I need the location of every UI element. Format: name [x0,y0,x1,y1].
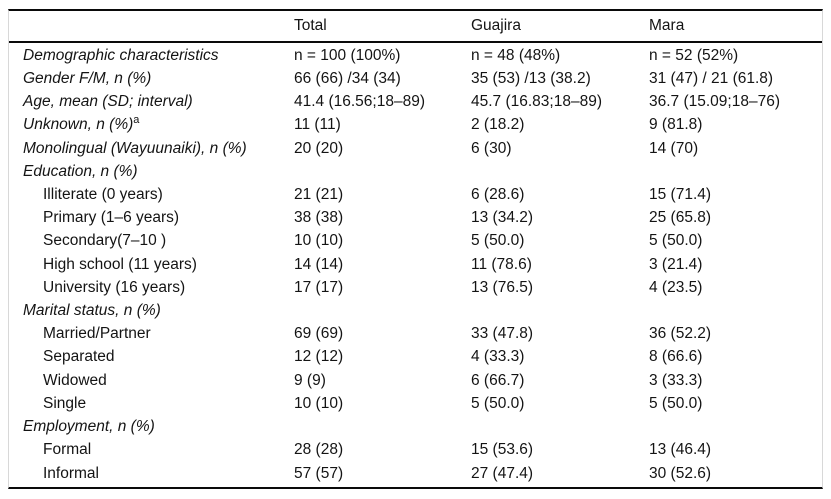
cell-value: 11 (78.6) [471,255,532,273]
cell-value: 5 (50.0) [471,232,525,250]
cell-value: 31 (47) / 21 (61.8) [649,70,774,88]
row-label: University (16 years) [43,278,186,296]
row-label: Gender F/M, n (%) [23,70,152,88]
row-label: Secondary(7–10 ) [43,232,167,250]
table-row: Primary (1–6 years) 38 (38) 13 (34.2) 25 (6… [9,206,822,229]
cell-value: 12 (12) [294,348,344,366]
cell-value: 6 (30) [471,139,512,157]
row-label: Widowed [43,371,107,389]
cell-value: 25 (65.8) [649,209,712,227]
row-label: Monolingual (Wayuunaiki), n (%) [23,139,247,157]
table-header-row: Total Guajira Mara [9,11,822,43]
row-label: Illiterate (0 years) [43,186,163,204]
table-row: Illiterate (0 years) 21 (21) 6 (28.6) 15 (7… [9,183,822,206]
row-label: Primary (1–6 years) [43,209,180,227]
cell-value: 4 (33.3) [471,348,525,366]
table-row: Demographic characteristics n = 100 (100%… [9,44,822,67]
cell-value: 36 (52.2) [649,325,712,343]
cell-value: n = 52 (52%) [649,46,739,64]
row-label: Separated [43,348,115,366]
cell-value: 17 (17) [294,278,344,296]
cell-value: 5 (50.0) [649,232,703,250]
cell-value: 45.7 (16.83;18–89) [471,93,602,111]
cell-value: 69 (69) [294,325,344,343]
table-row: University (16 years) 17 (17) 13 (76.5) 4 (… [9,276,822,299]
cell-value: 28 (28) [294,441,344,459]
column-header-guajira: Guajira [471,17,521,35]
cell-value: 41.4 (16.56;18–89) [294,93,425,111]
cell-value: 6 (28.6) [471,186,525,204]
cell-value: 9 (81.8) [649,116,703,134]
cell-value: 11 (11) [294,116,341,134]
row-label: Education, n (%) [23,162,138,180]
cell-value: 27 (47.4) [471,464,534,482]
cell-value: 2 (18.2) [471,116,525,134]
cell-value: 3 (21.4) [649,255,703,273]
table-row: Age, mean (SD; interval) 41.4 (16.56;18–8… [9,90,822,113]
table-row: Married/Partner 69 (69) 33 (47.8) 36 (52.2) [9,322,822,345]
cell-value: 6 (66.7) [471,371,525,389]
column-header-mara: Mara [649,17,685,35]
cell-value: 8 (66.6) [649,348,703,366]
cell-value: n = 100 (100%) [294,46,401,64]
row-label: High school (11 years) [43,255,197,273]
table-row: Separated 12 (12) 4 (33.3) 8 (66.6) [9,346,822,369]
row-label: Single [43,394,87,412]
table-row: Gender F/M, n (%) 66 (66) /34 (34) 35 (53)… [9,67,822,90]
row-label: Demographic characteristics [23,46,219,64]
cell-value: 9 (9) [294,371,326,389]
cell-value: 4 (23.5) [649,278,703,296]
table-row: Monolingual (Wayuunaiki), n (%) 20 (20) 6 … [9,137,822,160]
row-label: Informal [43,464,99,482]
table-row: Widowed 9 (9) 6 (66.7) 3 (33.3) [9,369,822,392]
table-row: Single 10 (10) 5 (50.0) 5 (50.0) [9,392,822,415]
cell-value: 14 (70) [649,139,699,157]
cell-value: 10 (10) [294,232,344,250]
cell-value: 38 (38) [294,209,344,227]
cell-value: 5 (50.0) [471,394,525,412]
cell-value: 21 (21) [294,186,344,204]
table-body: Demographic characteristics n = 100 (100%… [9,43,822,487]
cell-value: 35 (53) /13 (38.2) [471,70,591,88]
row-label: Employment, n (%) [23,418,155,436]
cell-value: 13 (76.5) [471,278,534,296]
cell-value: 33 (47.8) [471,325,534,343]
column-header-total: Total [294,17,327,35]
demographics-table: Total Guajira Mara Demographic character… [8,9,823,489]
row-label: Age, mean (SD; interval) [23,93,193,111]
cell-value: 36.7 (15.09;18–76) [649,93,780,111]
table-row: Formal 28 (28) 15 (53.6) 13 (46.4) [9,438,822,461]
table-row: Marital status, n (%) [9,299,822,322]
cell-value: 15 (53.6) [471,441,534,459]
table-row: Education, n (%) [9,160,822,183]
row-label: Marital status, n (%) [23,302,161,320]
row-label: Unknown, n (%)a [23,114,140,134]
table-row: Employment, n (%) [9,415,822,438]
row-label: Married/Partner [43,325,151,343]
cell-value: 15 (71.4) [649,186,712,204]
row-label: Formal [43,441,92,459]
table-row: High school (11 years) 14 (14) 11 (78.6) 3 … [9,253,822,276]
cell-value: n = 48 (48%) [471,46,561,64]
cell-value: 20 (20) [294,139,344,157]
cell-value: 30 (52.6) [649,464,712,482]
cell-value: 5 (50.0) [649,394,703,412]
cell-value: 13 (46.4) [649,441,712,459]
cell-value: 3 (33.3) [649,371,703,389]
cell-value: 66 (66) /34 (34) [294,70,401,88]
table-row: Informal 57 (57) 27 (47.4) 30 (52.6) [9,462,822,485]
table-row: Secondary(7–10 ) 10 (10) 5 (50.0) 5 (50.0) [9,230,822,253]
cell-value: 10 (10) [294,394,344,412]
table-row: Unknown, n (%)a 11 (11) 2 (18.2) 9 (81.8) [9,114,822,137]
footnote-marker: a [133,114,140,127]
cell-value: 57 (57) [294,464,344,482]
cell-value: 14 (14) [294,255,344,273]
cell-value: 13 (34.2) [471,209,534,227]
